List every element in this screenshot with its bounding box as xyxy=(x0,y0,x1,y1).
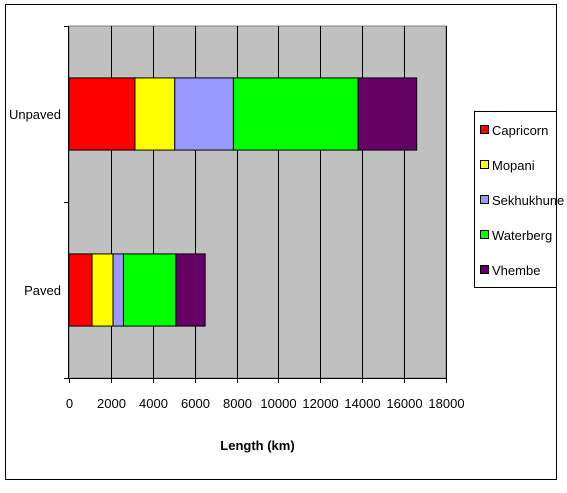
x-axis-title: Length (km) xyxy=(220,438,294,453)
legend-label-capricorn: Capricorn xyxy=(492,123,548,138)
x-tick-label: 2000 xyxy=(97,396,126,411)
category-label: Unpaved xyxy=(9,107,61,122)
category-label: Paved xyxy=(24,283,61,298)
legend-swatch-vhembe xyxy=(480,265,489,274)
legend-label-waterberg: Waterberg xyxy=(492,228,552,243)
bar-sekhukhune-paved xyxy=(112,253,124,327)
x-tick-label: 12000 xyxy=(302,396,338,411)
bar-vhembe-unpaved xyxy=(357,77,418,151)
x-tick-label: 14000 xyxy=(344,396,380,411)
bar-sekhukhune-unpaved xyxy=(174,77,234,151)
legend-label-mopani: Mopani xyxy=(492,158,535,173)
x-tick-label: 4000 xyxy=(139,396,168,411)
x-tick-label: 16000 xyxy=(386,396,422,411)
bar-mopani-paved xyxy=(91,253,114,327)
legend-swatch-waterberg xyxy=(480,230,489,239)
legend-swatch-capricorn xyxy=(480,125,489,134)
x-tick-label: 6000 xyxy=(181,396,210,411)
legend-label-sekhukhune: Sekhukhune xyxy=(492,193,564,208)
x-tick-label: 10000 xyxy=(260,396,296,411)
legend-swatch-sekhukhune xyxy=(480,195,489,204)
bar-capricorn-paved xyxy=(68,253,93,327)
bar-waterberg-unpaved xyxy=(232,77,359,151)
bar-capricorn-unpaved xyxy=(68,77,136,151)
x-tick-label: 8000 xyxy=(223,396,252,411)
bar-mopani-unpaved xyxy=(134,77,176,151)
legend-label-vhembe: Vhembe xyxy=(492,263,540,278)
legend: Capricorn Mopani Sekhukhune Waterberg Vhembe xyxy=(474,111,564,288)
x-tick-label: 0 xyxy=(66,396,73,411)
bar-waterberg-paved xyxy=(122,253,177,327)
x-tick-label: 18000 xyxy=(428,396,464,411)
legend-swatch-mopani xyxy=(480,160,489,169)
bars xyxy=(68,77,418,327)
bar-vhembe-paved xyxy=(175,253,206,327)
axes: Unpaved Paved 0 2000 4000 6000 8000 10000 12000 1… xyxy=(9,26,465,453)
